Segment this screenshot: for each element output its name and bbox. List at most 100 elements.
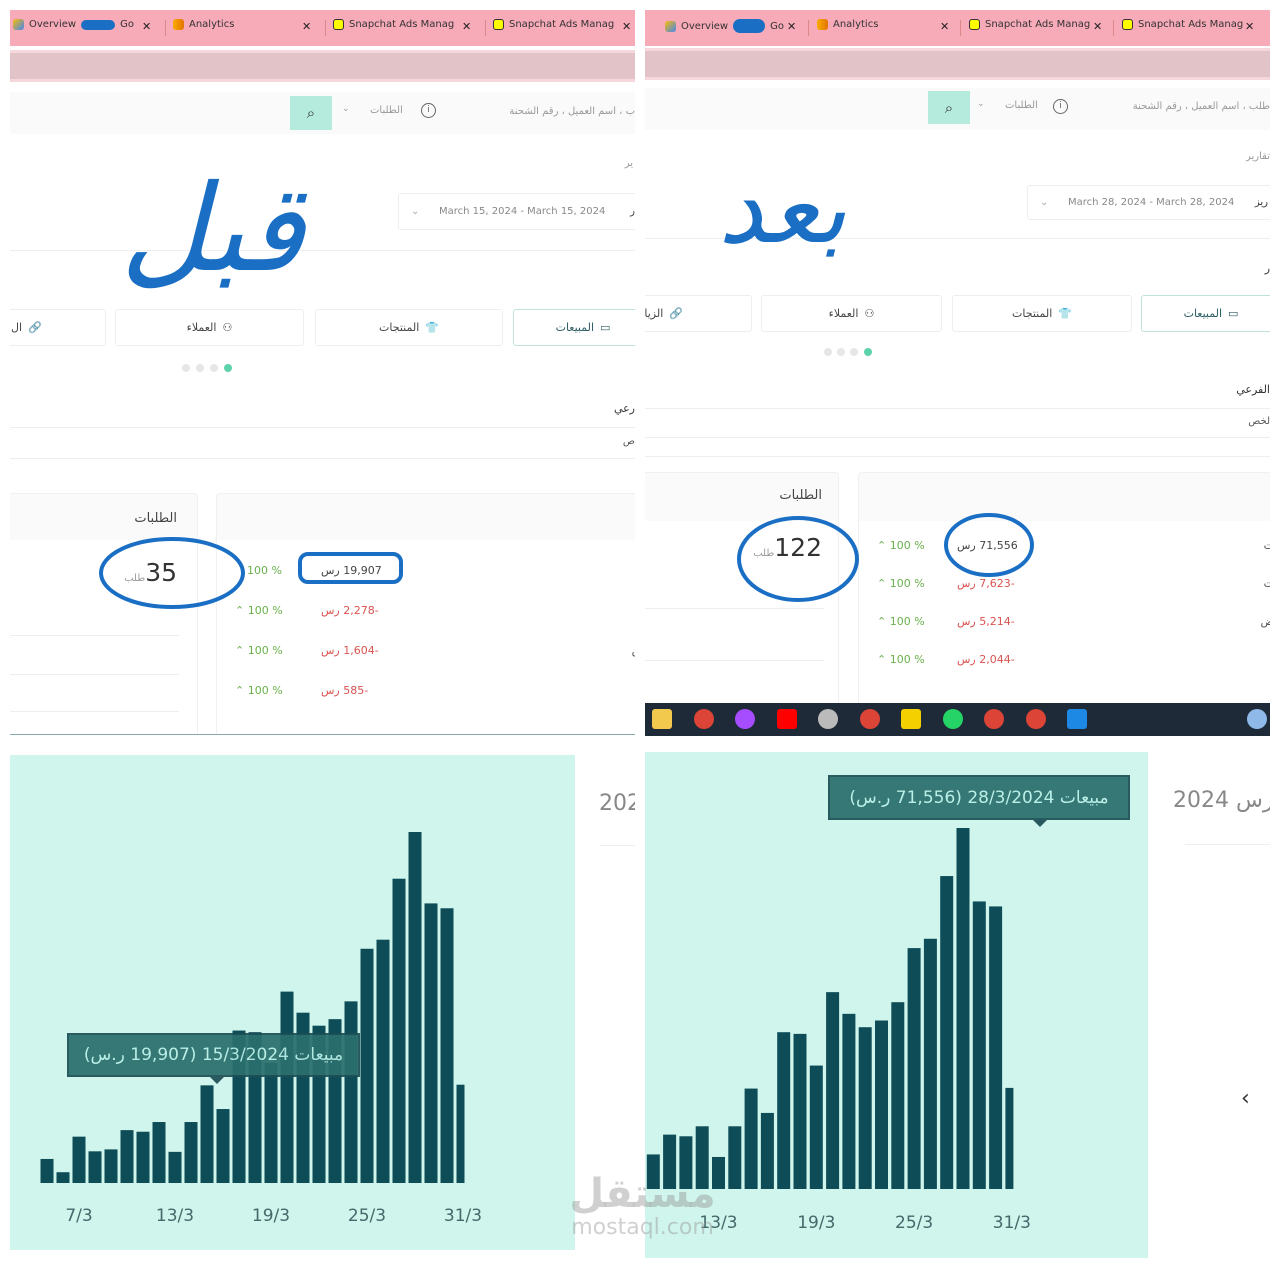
bar-29/3[interactable] — [972, 901, 986, 1189]
close-tab-icon[interactable]: ✕ — [622, 20, 632, 33]
carousel-dot[interactable] — [196, 364, 204, 372]
whatsapp-icon[interactable] — [942, 709, 963, 729]
sticky-notes-icon[interactable] — [901, 709, 921, 729]
browser-tab-overview[interactable]: Overview Go — [665, 19, 784, 33]
carousel-dot-active[interactable] — [224, 364, 232, 372]
messenger-icon[interactable] — [735, 709, 755, 729]
snipping-tool-icon[interactable] — [818, 709, 838, 729]
bar-12/3[interactable] — [695, 1126, 709, 1189]
tab-products[interactable]: 👕 المنتجات — [952, 295, 1132, 332]
search-button[interactable]: ⌕ — [290, 96, 332, 130]
youtube-icon[interactable] — [776, 709, 797, 729]
tab-customers[interactable]: ⚇ العملاء — [761, 295, 942, 332]
tab-sales[interactable]: ▭ المبيعات — [1141, 295, 1270, 332]
bar-16/3[interactable] — [760, 1112, 774, 1189]
carousel-dot[interactable] — [182, 364, 190, 372]
browser-tab-analytics[interactable]: Analytics — [817, 19, 878, 30]
search-button[interactable]: ⌕ — [928, 91, 970, 124]
bar-11/3[interactable] — [679, 1136, 693, 1189]
browser-tab-snapchat-2[interactable]: Snapchat Ads Manag — [1122, 19, 1243, 30]
bar-25/3[interactable] — [360, 948, 374, 1183]
carousel-dot[interactable] — [850, 348, 858, 356]
photos-icon[interactable] — [1067, 709, 1087, 729]
bar-13/3[interactable] — [168, 1151, 182, 1183]
info-icon[interactable]: i — [421, 103, 436, 118]
close-tab-icon[interactable]: ✕ — [940, 20, 950, 33]
bar-27/3[interactable] — [940, 876, 954, 1189]
bar-29/3[interactable] — [424, 903, 438, 1183]
bar-14/3[interactable] — [184, 1122, 198, 1183]
search-scope-select[interactable]: الطلبات — [1005, 100, 1038, 111]
bar-20/3[interactable] — [826, 992, 840, 1189]
search-input[interactable]: ب ، اسم العميل ، رقم الشحنة — [509, 106, 635, 117]
bar-8/3[interactable] — [88, 1151, 102, 1183]
bar-18/3[interactable] — [793, 1033, 807, 1189]
bar-7/3[interactable] — [72, 1136, 86, 1183]
carousel-dot[interactable] — [837, 348, 845, 356]
bar-15/3[interactable] — [744, 1088, 758, 1189]
search-scope-select[interactable]: الطلبات — [370, 105, 403, 116]
close-tab-icon[interactable]: ✕ — [302, 20, 312, 33]
chrome-icon[interactable] — [859, 709, 880, 729]
search-input[interactable]: طلب ، اسم العميل ، رقم الشحنة — [1132, 101, 1270, 112]
bar-13/3[interactable] — [712, 1156, 725, 1189]
bar-31/3[interactable] — [1005, 1087, 1014, 1189]
tab-visits[interactable]: 🔗 الزيارا — [645, 295, 752, 332]
bar-31/3[interactable] — [456, 1084, 465, 1183]
carousel-dot-active[interactable] — [864, 348, 872, 356]
bar-24/3[interactable] — [344, 1001, 358, 1183]
bar-28/3[interactable] — [956, 828, 970, 1189]
bar-9/3[interactable] — [104, 1149, 118, 1183]
bar-5/3[interactable] — [40, 1158, 54, 1183]
bar-6/3[interactable] — [56, 1172, 70, 1183]
breadcrumb[interactable]: تقارير — [1245, 151, 1270, 162]
close-tab-icon[interactable]: ✕ — [1245, 20, 1255, 33]
tab-products[interactable]: 👕 المنتجات — [315, 309, 503, 346]
browser-tab-snapchat-1[interactable]: Snapchat Ads Manag — [969, 19, 1090, 30]
bar-15/3[interactable] — [200, 1085, 214, 1183]
chrome-icon[interactable] — [1025, 709, 1046, 729]
chevron-down-icon[interactable]: ⌄ — [342, 104, 350, 114]
bar-9/3[interactable] — [646, 1154, 660, 1189]
info-icon[interactable]: i — [1053, 99, 1068, 114]
chrome-icon[interactable] — [984, 709, 1004, 729]
chrome-icon[interactable] — [693, 709, 714, 729]
tab-sales[interactable]: ▭ المبيعات — [513, 309, 635, 346]
bar-30/3[interactable] — [440, 908, 454, 1183]
file-explorer-icon[interactable] — [652, 709, 672, 729]
bar-19/3[interactable] — [809, 1065, 823, 1189]
bar-21/3[interactable] — [842, 1013, 856, 1189]
bar-11/3[interactable] — [136, 1131, 150, 1183]
bar-25/3[interactable] — [907, 948, 921, 1189]
browser-tab-overview[interactable]: Overview Go — [13, 19, 134, 30]
browser-tab-analytics[interactable]: Analytics — [173, 19, 234, 30]
bar-20/3[interactable] — [280, 991, 294, 1183]
close-tab-icon[interactable]: ✕ — [787, 20, 797, 33]
bar-23/3[interactable] — [875, 1020, 888, 1189]
bar-27/3[interactable] — [392, 878, 406, 1183]
bar-17/3[interactable] — [777, 1032, 791, 1189]
close-tab-icon[interactable]: ✕ — [142, 20, 152, 33]
browser-tab-snapchat-2[interactable]: Snapchat Ads Manag — [493, 19, 614, 30]
close-tab-icon[interactable]: ✕ — [462, 20, 472, 33]
date-range-picker[interactable]: ⌄ March 28, 2024 - March 28, 2024 ريز — [1027, 185, 1270, 220]
weather-icon[interactable] — [1247, 709, 1267, 729]
bar-22/3[interactable] — [858, 1027, 872, 1189]
bar-28/3[interactable] — [408, 832, 422, 1183]
tab-customers[interactable]: ⚇ العملاء — [115, 309, 304, 346]
tab-visits[interactable]: 🔗 ال — [10, 309, 106, 346]
date-range-picker[interactable]: ⌄ March 15, 2024 - March 15, 2024 ر — [398, 193, 635, 230]
chevron-left-icon[interactable]: ‹ — [1241, 1086, 1250, 1111]
bar-24/3[interactable] — [891, 1002, 905, 1189]
carousel-dot[interactable] — [824, 348, 832, 356]
bar-26/3[interactable] — [923, 938, 937, 1189]
bar-10/3[interactable] — [663, 1134, 677, 1189]
bar-14/3[interactable] — [728, 1126, 742, 1189]
bar-19/3[interactable] — [264, 1062, 278, 1183]
bar-26/3[interactable] — [376, 939, 390, 1183]
chevron-down-icon[interactable]: ⌄ — [977, 99, 985, 109]
bar-10/3[interactable] — [120, 1130, 134, 1183]
carousel-dot[interactable] — [210, 364, 218, 372]
bar-12/3[interactable] — [152, 1122, 166, 1183]
close-tab-icon[interactable]: ✕ — [1093, 20, 1103, 33]
